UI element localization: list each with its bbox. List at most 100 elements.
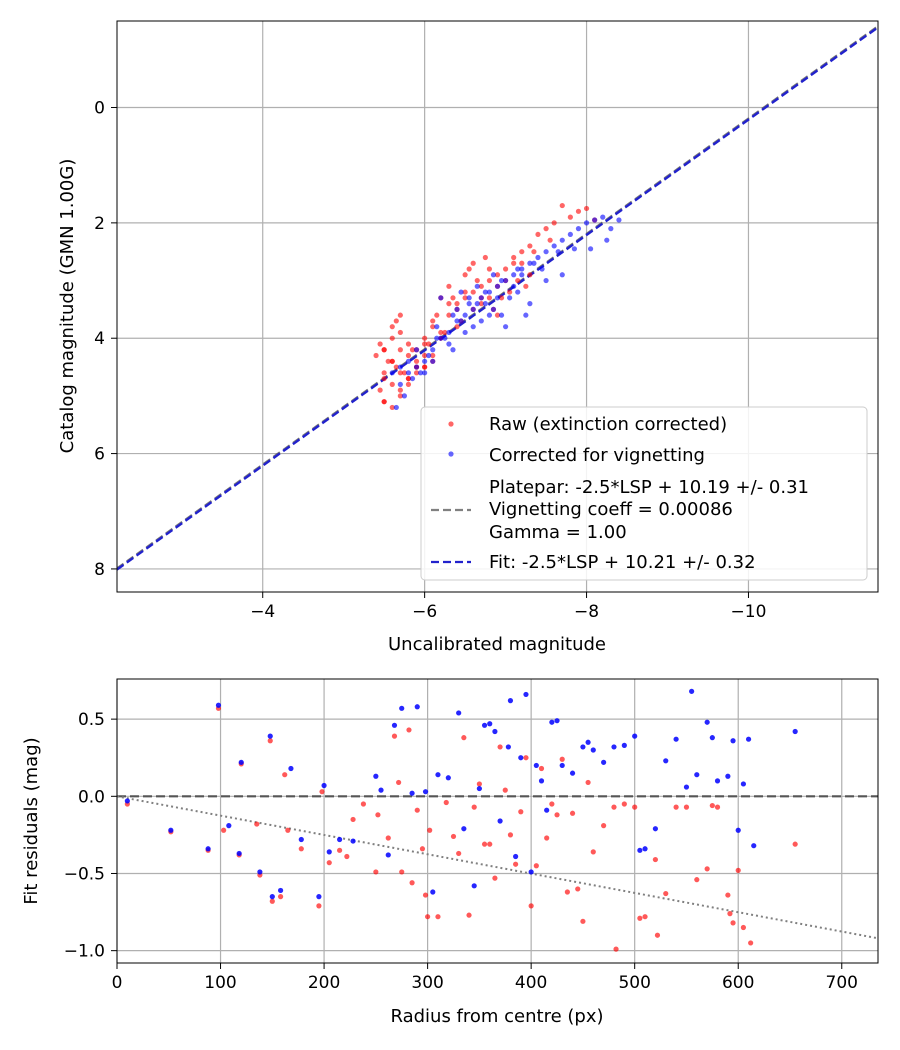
corrected-residual-point (689, 688, 695, 694)
raw-residual-point (575, 886, 581, 892)
corrected-residual-point (471, 883, 477, 889)
raw-point (519, 260, 525, 266)
corrected-residual-point (373, 773, 379, 779)
raw-point (430, 324, 436, 330)
corrected-residual-point (391, 722, 398, 728)
legend-fit-label: Fit: -2.5*LSP + 10.21 +/- 0.32 (489, 552, 756, 573)
corrected-point (458, 318, 464, 324)
top-plot-area (117, 25, 878, 571)
corrected-residual-point (549, 719, 555, 725)
corrected-residual-point (399, 705, 405, 711)
corrected-residual-point (585, 739, 591, 745)
raw-point (442, 329, 448, 336)
corrected-point (551, 243, 557, 249)
corrected-residual-point (445, 775, 451, 781)
corrected-residual-point (528, 869, 534, 875)
corrected-point (523, 312, 529, 318)
top-grid (117, 21, 878, 592)
raw-residual-point (456, 850, 462, 857)
raw-point (389, 324, 395, 330)
raw-residual-point (580, 918, 586, 924)
raw-point (450, 295, 456, 301)
corrected-residual-point (730, 738, 736, 744)
raw-point (502, 266, 509, 272)
raw-residual-point (487, 841, 493, 847)
corrected-point (413, 347, 420, 353)
corrected-point (543, 249, 549, 255)
bottom-x-tick-label: 100 (204, 973, 236, 993)
raw-residual-point (269, 898, 275, 904)
corrected-point (608, 226, 614, 232)
corrected-residual-point (267, 733, 273, 739)
corrected-residual-point (523, 691, 529, 698)
raw-residual-point (435, 914, 441, 920)
corrected-point (604, 237, 610, 243)
corrected-residual-point (580, 744, 586, 750)
raw-point (446, 301, 452, 307)
corrected-point (413, 364, 420, 370)
raw-residual-point (360, 801, 367, 807)
raw-residual-point (518, 809, 524, 815)
corrected-residual-point (652, 826, 658, 832)
corrected-point (555, 249, 561, 255)
raw-residual-point (621, 801, 627, 807)
corrected-point (446, 341, 452, 347)
corrected-residual-point (215, 702, 222, 708)
raw-point (434, 312, 440, 318)
corrected-point (531, 260, 537, 266)
raw-residual-point (497, 744, 503, 750)
corrected-point (502, 277, 509, 284)
raw-residual-point (642, 914, 648, 920)
corrected-point (397, 364, 403, 370)
corrected-residual-point (704, 719, 710, 725)
raw-residual-point (481, 841, 488, 847)
raw-residual-point (476, 781, 482, 787)
raw-point (389, 358, 395, 364)
raw-point (474, 277, 480, 284)
raw-residual-point (350, 816, 356, 823)
corrected-point (462, 329, 468, 336)
raw-point (405, 381, 412, 387)
raw-point (559, 202, 565, 209)
corrected-point (478, 318, 484, 324)
corrected-point (527, 301, 533, 307)
corrected-residual-point (430, 889, 436, 895)
raw-residual-point (221, 827, 227, 833)
raw-residual-point (385, 835, 391, 841)
corrected-residual-point (590, 747, 596, 753)
corrected-point (417, 370, 424, 376)
raw-point (567, 214, 573, 220)
corrected-point (515, 266, 521, 272)
raw-residual-point (611, 804, 617, 810)
corrected-point (519, 266, 525, 272)
corrected-residual-point (621, 742, 627, 748)
corrected-residual-point (487, 721, 493, 727)
raw-residual-point (673, 804, 679, 810)
raw-residual-point (704, 866, 710, 872)
bottom-y-axis-label: Fit residuals (mag) (21, 737, 42, 904)
corrected-point (559, 237, 565, 243)
corrected-point (600, 214, 606, 220)
corrected-residual-point (725, 773, 731, 779)
raw-residual-point (554, 812, 560, 818)
top-chart: −4 −6 −8 −10 0 2 4 6 8 Uncalibrated magnitude Ca… (57, 20, 879, 655)
raw-residual-point (298, 846, 304, 852)
corrected-residual-point (544, 807, 550, 813)
raw-point (551, 220, 557, 226)
corrected-point (462, 312, 468, 318)
raw-point (397, 387, 403, 393)
raw-residual-point (396, 779, 402, 786)
top-y-tick-label: 0 (94, 99, 105, 119)
corrected-point (466, 295, 472, 301)
corrected-residual-point (124, 798, 130, 804)
raw-residual-point (450, 833, 457, 840)
raw-residual-point (502, 787, 508, 793)
raw-point (543, 226, 549, 232)
corrected-point (478, 295, 484, 301)
corrected-point (502, 324, 509, 330)
legend-gamma-label: Gamma = 1.00 (489, 522, 627, 543)
raw-residual-point (523, 755, 529, 761)
corrected-point (511, 272, 517, 278)
raw-point (466, 266, 472, 272)
raw-residual-point (282, 772, 288, 778)
